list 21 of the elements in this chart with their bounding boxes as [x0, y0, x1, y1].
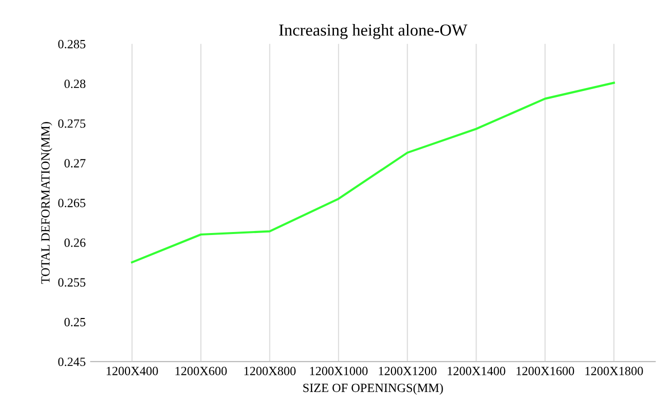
- y-tick-label: 0.27: [64, 159, 86, 168]
- y-tick-label: 0.245: [58, 358, 86, 366]
- line-series: [130, 82, 615, 264]
- chart-title: Increasing height alone-OW: [279, 24, 468, 40]
- y-tick-label: 0.28: [64, 80, 86, 88]
- y-tick-label: 0.285: [58, 40, 86, 48]
- x-tick-label: 1200X1600: [516, 366, 574, 376]
- y-tick-label: 0.255: [58, 278, 86, 287]
- x-tick-label: 1200X600: [176, 366, 227, 376]
- x-tick-label: 1200X1800: [585, 366, 643, 376]
- y-tick-label: 0.26: [64, 238, 86, 247]
- x-tick-label: 1200X1000: [310, 366, 368, 376]
- y-tick-label: 0.265: [58, 198, 86, 208]
- x-axis-title: SIZE OF OPENINGS(MM): [303, 383, 443, 395]
- y-tick-label: 0.275: [58, 119, 86, 128]
- y-axis-title: TOTAL DEFORMATION(MM): [40, 122, 52, 284]
- x-tick-label: 1200X1200: [378, 366, 436, 376]
- x-tick-label: 1200X1400: [448, 366, 506, 376]
- x-tick-label: 1200X800: [244, 366, 296, 376]
- y-tick-label: 0.25: [64, 318, 86, 326]
- x-tick-label: 1200X400: [106, 366, 158, 376]
